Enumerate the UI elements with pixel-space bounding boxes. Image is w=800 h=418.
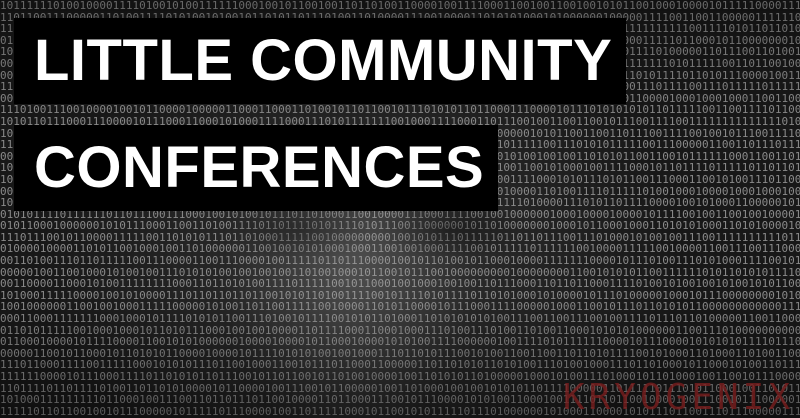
title-line-1: LITTLE COMMUNITY (14, 18, 627, 104)
title-line-2: CONFERENCES (14, 125, 499, 211)
watermark-logo: KRYOGENIX (562, 377, 794, 418)
